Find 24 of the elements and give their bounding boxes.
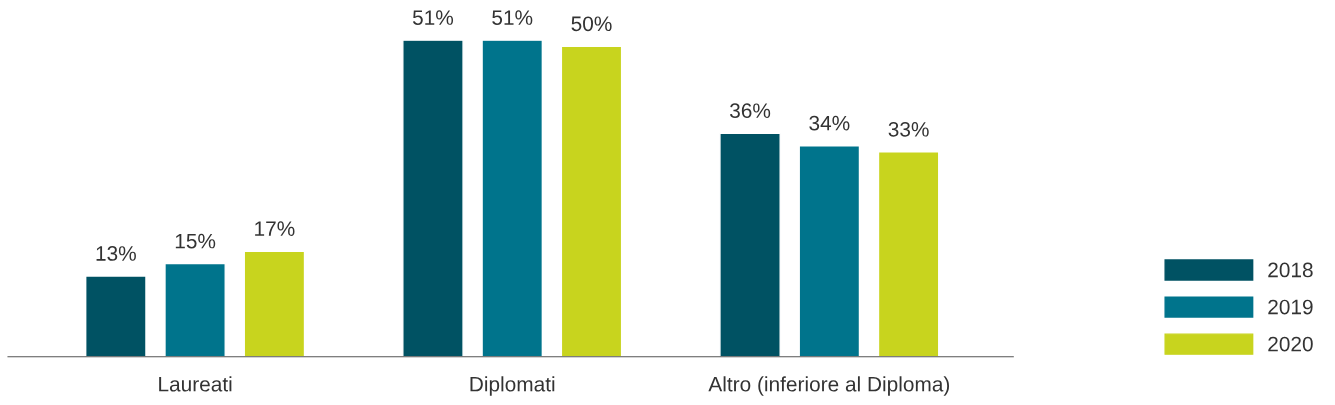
bar [798,145,861,357]
data-label: 36% [730,103,771,119]
bar [243,250,306,357]
data-label: 17% [255,221,295,236]
data-label: 50% [571,16,612,32]
bar [402,39,464,357]
legend-label: 2019 [1268,299,1313,315]
bar [85,275,147,357]
data-label: 34% [809,115,850,131]
data-label: 51% [492,10,533,25]
x-tick-label: Laureati [159,376,232,392]
data-label: 13% [96,246,136,261]
x-tick-label: Diplomati [470,376,555,396]
bar [877,151,940,357]
bar [719,132,781,357]
legend-label: 2018 [1268,262,1313,278]
bar [164,262,226,357]
bar [560,45,623,357]
legend-label: 2020 [1268,336,1313,352]
x-tick-label: Altro (inferiore al Diploma) [708,376,950,396]
data-label: 15% [175,233,216,249]
data-label: 33% [888,121,929,137]
bar [481,39,544,357]
data-label: 51% [412,10,454,25]
